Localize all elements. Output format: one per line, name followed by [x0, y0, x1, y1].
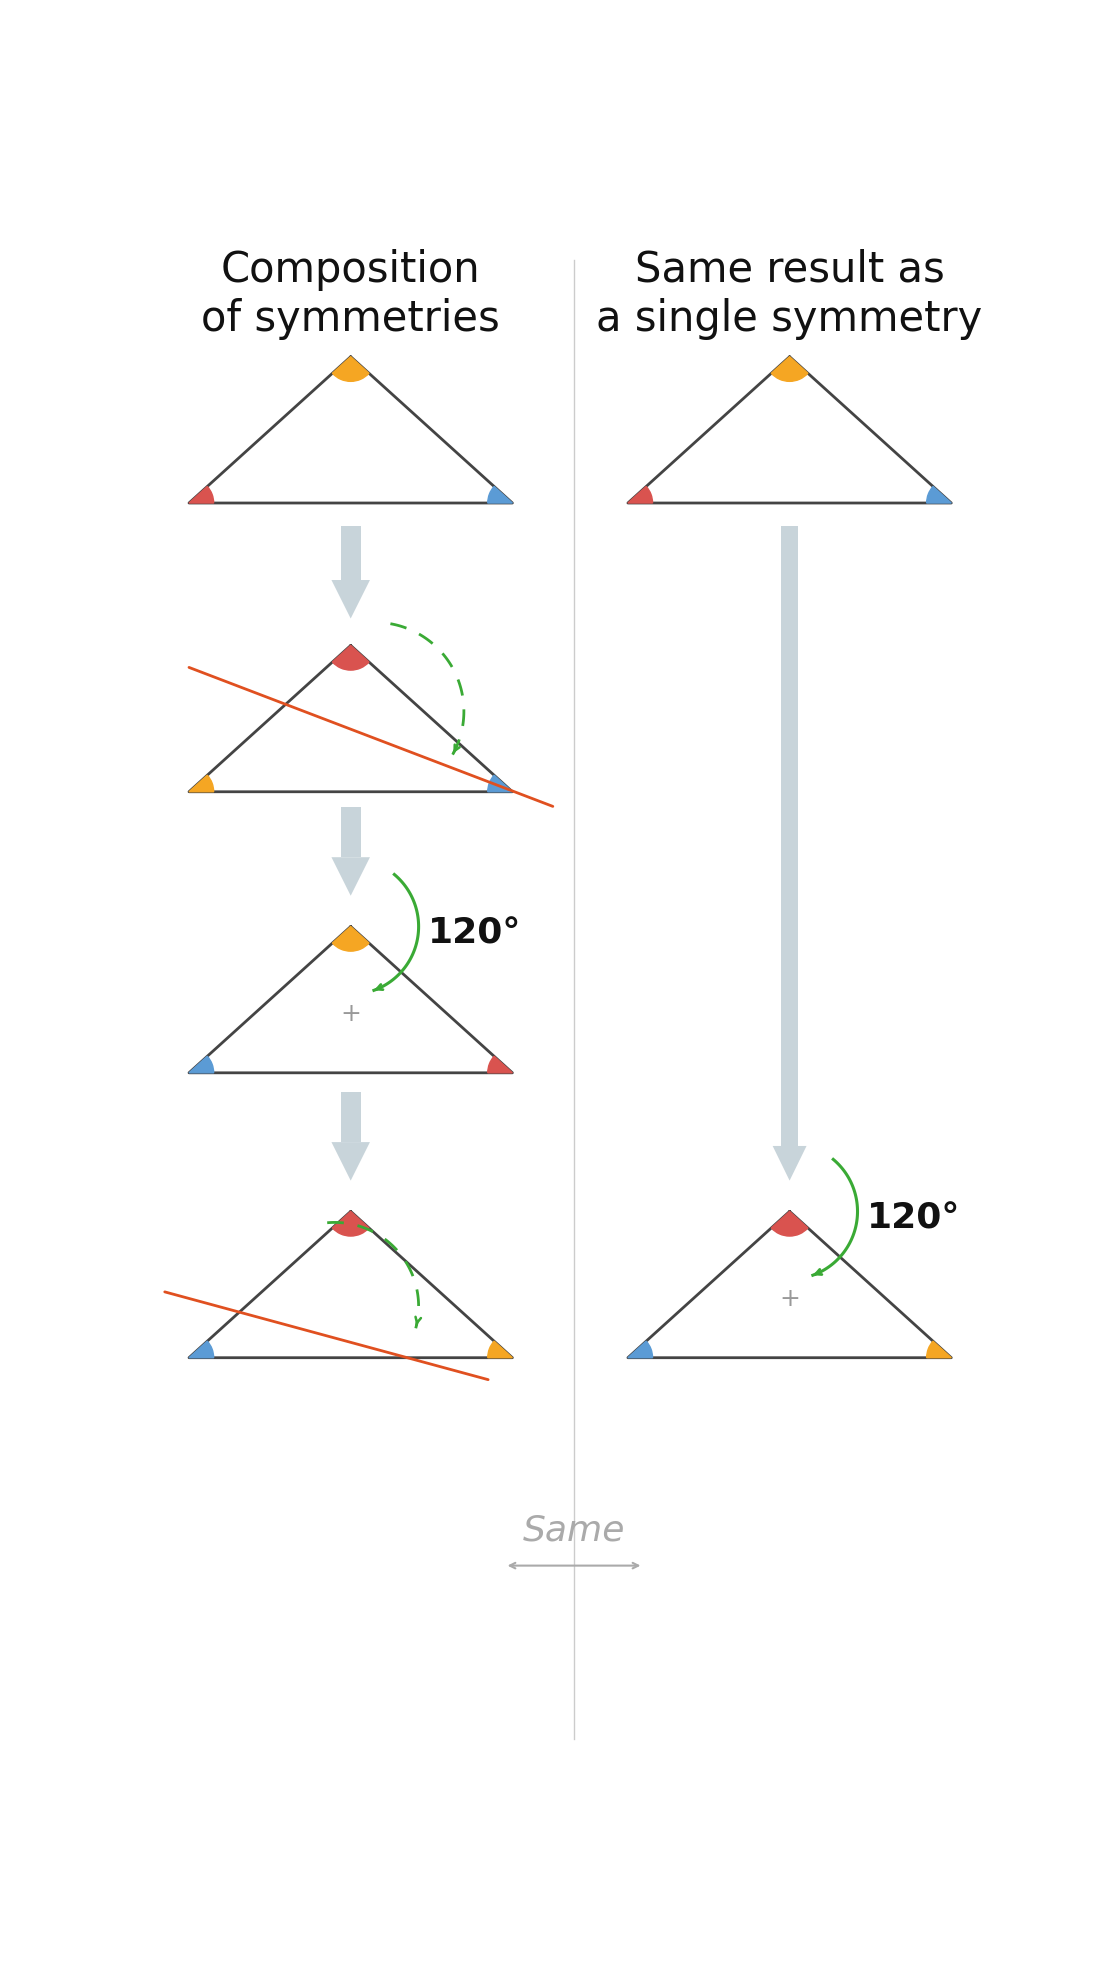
Text: +: +	[780, 1288, 800, 1311]
Wedge shape	[189, 775, 214, 791]
Polygon shape	[773, 1145, 806, 1181]
Wedge shape	[333, 1211, 368, 1236]
Wedge shape	[926, 487, 951, 502]
Polygon shape	[332, 1141, 370, 1181]
Wedge shape	[189, 487, 214, 502]
Wedge shape	[333, 356, 368, 382]
Wedge shape	[488, 1341, 512, 1357]
Bar	[340, 807, 361, 856]
Wedge shape	[333, 645, 368, 671]
Bar	[340, 526, 361, 580]
Text: Same result as
a single symmetry: Same result as a single symmetry	[597, 249, 982, 340]
Wedge shape	[628, 1341, 653, 1357]
Text: Composition
of symmetries: Composition of symmetries	[202, 249, 500, 340]
Wedge shape	[628, 487, 653, 502]
Wedge shape	[189, 1056, 214, 1072]
Wedge shape	[189, 1341, 214, 1357]
Wedge shape	[772, 356, 808, 382]
Wedge shape	[772, 1211, 808, 1236]
Polygon shape	[332, 580, 370, 619]
Wedge shape	[488, 1056, 512, 1072]
Text: 120°: 120°	[867, 1201, 960, 1234]
Wedge shape	[333, 926, 368, 951]
Text: 120°: 120°	[428, 916, 521, 949]
Wedge shape	[488, 487, 512, 502]
Wedge shape	[926, 1341, 951, 1357]
Wedge shape	[488, 775, 512, 791]
Text: Same: Same	[523, 1513, 625, 1549]
Bar	[340, 1092, 361, 1141]
Text: +: +	[340, 1003, 361, 1027]
Bar	[781, 526, 799, 1145]
Polygon shape	[332, 856, 370, 896]
